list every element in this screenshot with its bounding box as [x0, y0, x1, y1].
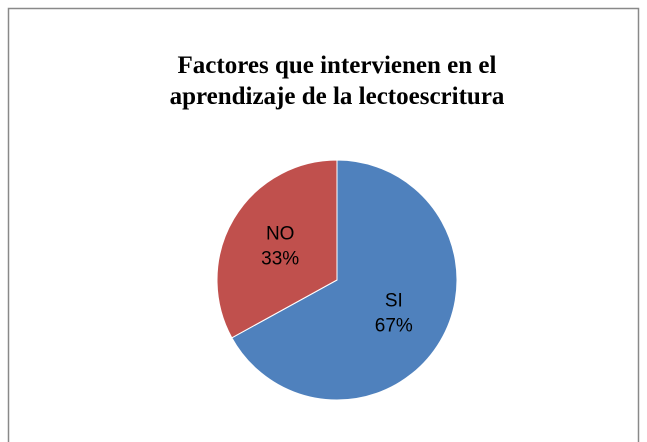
slice-value-label: 67%: [375, 316, 413, 337]
pie-slice: [216, 159, 338, 339]
pie-slice: [231, 159, 458, 401]
slice-category-label: SI: [385, 291, 403, 312]
slice-value-label: 33%: [261, 248, 299, 269]
chart-title: Factores que intervienen en el aprendiza…: [169, 52, 505, 110]
slice-category-label: NO: [266, 223, 295, 244]
